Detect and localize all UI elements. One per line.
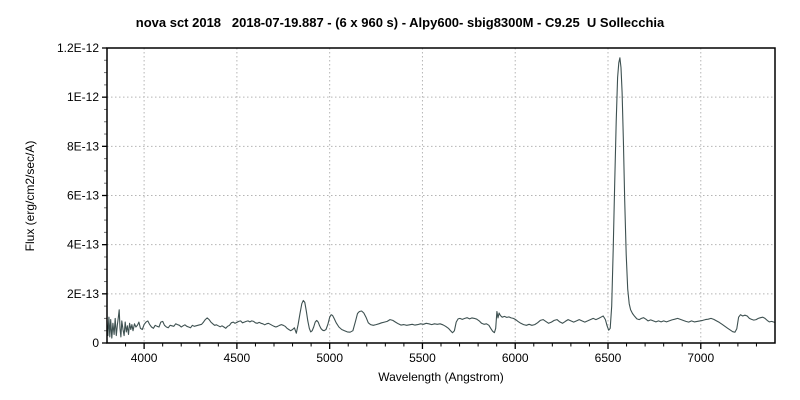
tick-labels: 4000 4500 5000 5500 6000 6500 7000 0 2E-13 4E-13 6… xyxy=(57,41,714,365)
y-tick-label: 2E-13 xyxy=(67,287,99,301)
x-axis-title: Wavelength (Angstrom) xyxy=(378,370,504,384)
y-axis-title: Flux (erg/cm2/sec/A) xyxy=(23,141,37,252)
x-tick-label: 7000 xyxy=(687,351,714,365)
y-tick-label: 0 xyxy=(92,336,99,350)
plot-border xyxy=(106,47,776,344)
y-tick-label: 6E-13 xyxy=(67,189,99,203)
x-tick-label: 4500 xyxy=(224,351,251,365)
x-tick-label: 5500 xyxy=(409,351,436,365)
y-tick-label: 4E-13 xyxy=(67,238,99,252)
y-tick-label: 8E-13 xyxy=(67,139,99,153)
spectrum-line xyxy=(106,57,776,339)
y-tick-label: 1E-12 xyxy=(67,90,99,104)
axis-ticks xyxy=(102,47,757,349)
x-tick-label: 6000 xyxy=(502,351,529,365)
y-tick-label: 1.2E-12 xyxy=(57,41,99,55)
chart-title: nova sct 2018 2018-07-19.887 - (6 x 960 … xyxy=(136,15,665,30)
gridlines xyxy=(107,48,775,343)
x-tick-label: 6500 xyxy=(595,351,622,365)
x-tick-label: 4000 xyxy=(131,351,158,365)
x-tick-label: 5000 xyxy=(316,351,343,365)
